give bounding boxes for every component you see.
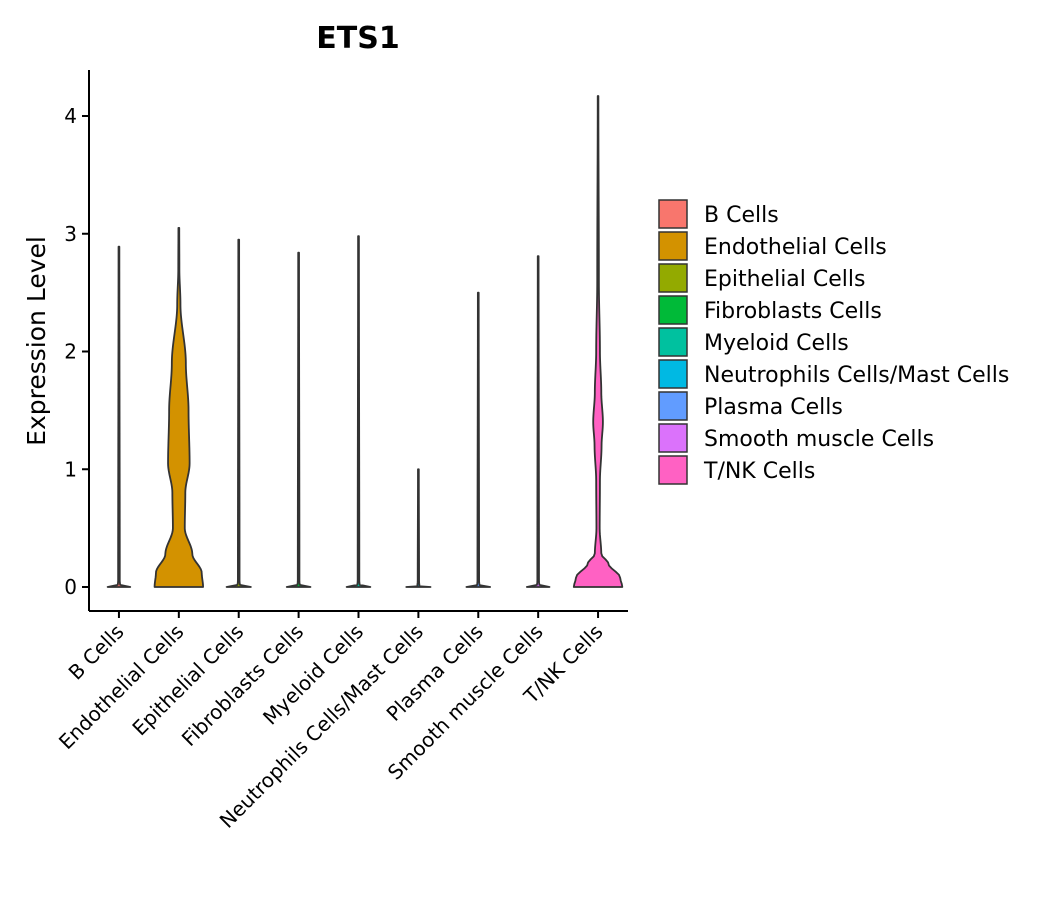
legend-label: T/NK Cells bbox=[703, 459, 815, 484]
legend-swatch bbox=[658, 423, 688, 453]
legend-swatch bbox=[658, 327, 688, 357]
y-axis-label: Expression Level bbox=[22, 236, 51, 446]
legend-swatch bbox=[658, 391, 688, 421]
legend-swatch bbox=[658, 231, 688, 261]
legend-swatch bbox=[658, 455, 688, 485]
legend-swatch bbox=[658, 359, 688, 389]
y-tick-label: 0 bbox=[64, 575, 77, 599]
violins bbox=[106, 95, 624, 588]
legend: B Cells Endothelial Cells Epithelial Cells… bbox=[658, 199, 1009, 485]
legend-label: Smooth muscle Cells bbox=[704, 427, 934, 452]
violin-8 bbox=[525, 255, 551, 588]
violin-9 bbox=[572, 95, 624, 588]
y-tick-label: 4 bbox=[64, 104, 77, 128]
y-axis: 0 1 2 3 4 bbox=[64, 70, 90, 611]
violin-7 bbox=[465, 291, 492, 588]
violin-6 bbox=[405, 468, 432, 588]
violin-4 bbox=[285, 251, 312, 588]
y-tick-label: 2 bbox=[64, 340, 77, 364]
legend-label: B Cells bbox=[704, 203, 779, 228]
legend-label: Fibroblasts Cells bbox=[704, 299, 882, 324]
legend-label: Neutrophils Cells/Mast Cells bbox=[704, 363, 1009, 388]
legend-label: Myeloid Cells bbox=[704, 331, 849, 356]
violin-2 bbox=[153, 226, 204, 588]
legend-swatch bbox=[658, 295, 688, 325]
violin-1 bbox=[106, 245, 132, 588]
y-tick-label: 1 bbox=[64, 457, 77, 481]
legend-swatch bbox=[658, 263, 688, 293]
chart-title: ETS1 bbox=[316, 21, 399, 56]
y-tick-label: 3 bbox=[64, 222, 77, 246]
legend-label: Epithelial Cells bbox=[704, 267, 865, 292]
violin-5 bbox=[345, 235, 372, 588]
violin-3 bbox=[225, 238, 252, 588]
legend-label: Endothelial Cells bbox=[704, 235, 887, 260]
legend-label: Plasma Cells bbox=[704, 395, 843, 420]
legend-swatch bbox=[658, 199, 688, 229]
